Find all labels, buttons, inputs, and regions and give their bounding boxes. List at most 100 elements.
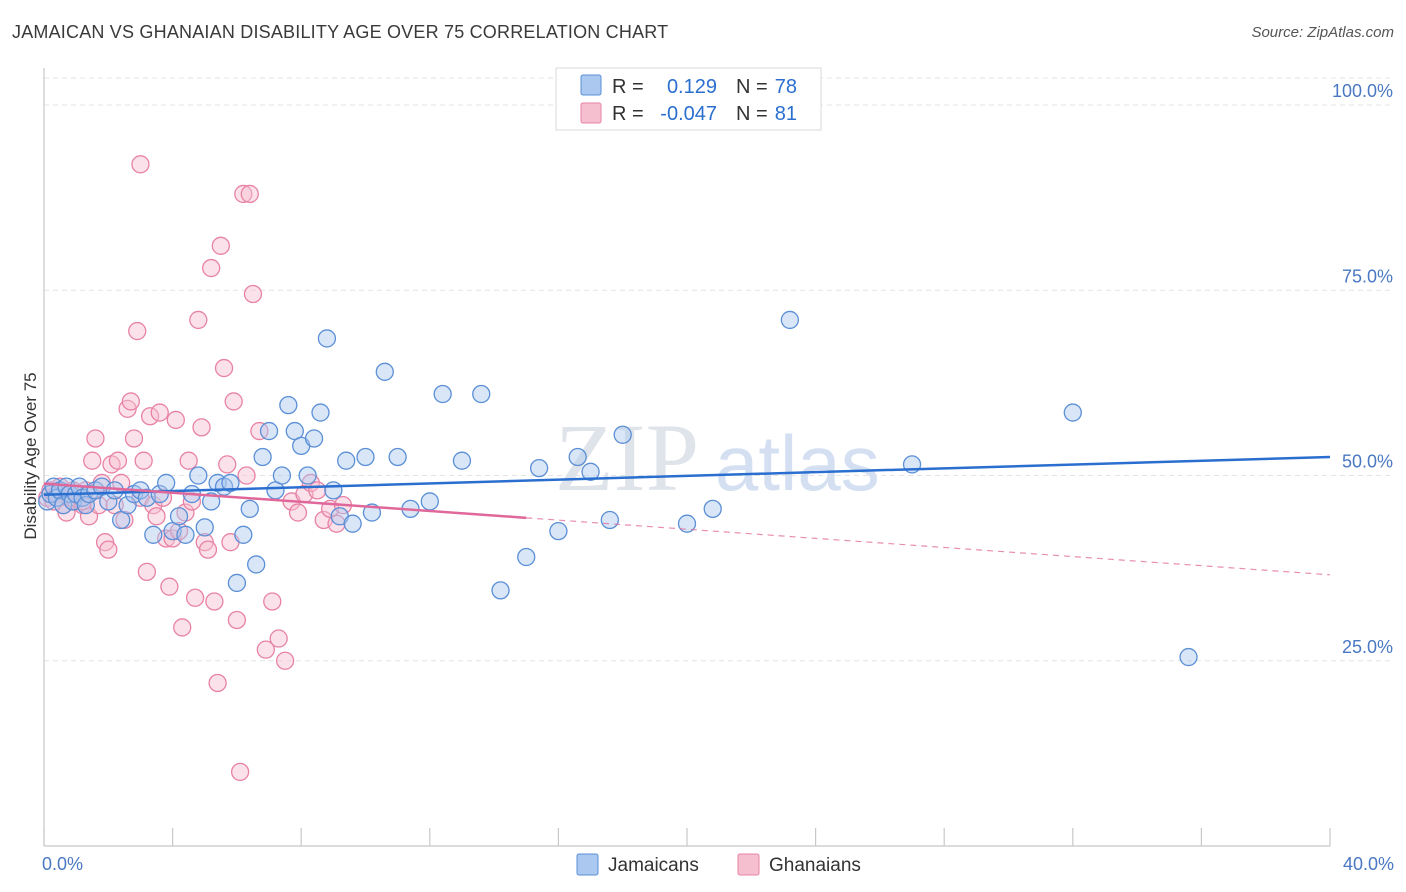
ghanaians-point: [205, 592, 224, 611]
watermark-zip: ZIP: [555, 404, 699, 511]
ghanaians-point: [202, 258, 221, 278]
legend-r-value-1: 0.129: [667, 76, 717, 98]
y-tick-label: 50.0%: [1342, 452, 1393, 472]
jamaicans-trend-line: [43, 455, 1331, 497]
jamaicans-point: [420, 492, 439, 511]
ghanaians-point: [198, 540, 218, 559]
ghanaians-point: [147, 507, 166, 526]
watermark-atlas: atlas: [715, 419, 880, 507]
ghanaians-point: [237, 466, 256, 485]
legend-n-label-1: N =: [736, 76, 768, 98]
grid-lines: [44, 77, 1392, 662]
ghanaians-point: [121, 392, 140, 411]
ghanaians-point: [185, 588, 205, 607]
jamaicans-point: [549, 521, 568, 541]
jamaicans-point: [581, 462, 600, 481]
ghanaians-point: [308, 481, 327, 500]
ghanaians-point: [179, 451, 198, 470]
ghanaians-point: [218, 455, 237, 474]
ghanaians-point: [83, 451, 102, 470]
series-legend-swatch-ghanaians: [737, 853, 760, 876]
ghanaians-point: [227, 610, 247, 630]
chart-title: JAMAICAN VS GHANAIAN DISABILITY AGE OVER…: [12, 22, 669, 42]
jamaicans-point: [279, 395, 298, 415]
legend-r-label-1: R =: [612, 76, 644, 98]
jamaicans-point: [76, 496, 95, 515]
legend-swatch-ghanaians: [580, 102, 602, 124]
y-tick-labels: 25.0% 50.0% 75.0% 100.0%: [1332, 81, 1393, 657]
jamaicans-point: [176, 525, 195, 544]
y-tick-label: 25.0%: [1342, 637, 1393, 657]
jamaicans-point: [118, 496, 137, 515]
legend-r-label-2: R =: [612, 103, 644, 125]
y-axis-label: Disability Age Over 75: [21, 372, 40, 539]
ghanaians-point: [211, 236, 230, 255]
ghanaians-point: [137, 562, 157, 581]
ghanaians-point: [140, 407, 160, 426]
ghanaians-point: [124, 429, 144, 448]
correlation-legend: R = 0.129 N = 78 R = -0.047 N = 81: [555, 67, 822, 131]
y-tick-label: 100.0%: [1332, 81, 1393, 101]
jamaicans-point: [202, 492, 221, 511]
jamaicans-point: [1179, 647, 1198, 667]
jamaicans-point: [304, 429, 324, 448]
jamaicans-point: [568, 447, 587, 467]
jamaicans-point: [221, 473, 240, 493]
jamaicans-point: [311, 403, 330, 422]
ghanaians-point: [173, 618, 192, 637]
jamaicans-point: [452, 451, 472, 470]
legend-n-label-2: N =: [736, 103, 768, 125]
series-legend-label-jamaicans: Jamaicans: [608, 855, 699, 876]
jamaicans-point: [240, 499, 259, 519]
jamaicans-points: [38, 310, 1198, 667]
jamaicans-point: [157, 473, 176, 493]
ghanaians-point: [214, 358, 234, 378]
jamaicans-point: [375, 362, 394, 381]
jamaicans-point: [317, 329, 337, 348]
ghanaians-point: [131, 155, 150, 174]
ghanaians-point: [166, 410, 185, 430]
jamaicans-point: [253, 447, 272, 467]
jamaicans-point: [189, 466, 208, 485]
ghanaians-point: [144, 496, 163, 515]
ghanaians-point: [160, 577, 179, 596]
jamaicans-point: [259, 421, 279, 441]
trend-lines: [43, 455, 1331, 576]
ghanaians-point: [189, 310, 208, 330]
jamaicans-point: [54, 496, 73, 515]
ghanaians-point: [234, 184, 253, 204]
series-legend: Jamaicans Ghanaians: [576, 853, 861, 876]
jamaicans-point: [433, 384, 452, 404]
ghanaians-point: [192, 418, 211, 437]
jamaicans-point: [517, 547, 536, 567]
source-credit: Source: ZipAtlas.com: [1251, 24, 1394, 41]
ghanaians-point: [134, 451, 153, 470]
ghanaians-point: [256, 640, 275, 659]
jamaicans-point: [234, 525, 253, 544]
ghanaians-trend-line: [43, 482, 527, 520]
series-legend-swatch-jamaicans: [576, 853, 599, 876]
ghanaians-point: [230, 762, 250, 782]
jamaicans-point: [272, 466, 292, 485]
ghanaians-trend-extension: [526, 517, 1331, 576]
jamaicans-point: [298, 466, 317, 485]
jamaicans-point: [247, 555, 266, 574]
jamaicans-point: [677, 514, 697, 533]
jamaicans-point: [343, 514, 362, 533]
ghanaians-point: [150, 403, 169, 422]
jamaicans-point: [1063, 403, 1082, 422]
jamaicans-point: [529, 458, 549, 478]
jamaicans-point: [356, 447, 375, 467]
x-tick-label-max: 40.0%: [1343, 854, 1394, 874]
series-legend-label-ghanaians: Ghanaians: [769, 855, 861, 876]
y-tick-label: 75.0%: [1342, 266, 1393, 286]
legend-r-value-2: -0.047: [660, 103, 717, 125]
legend-n-value-2: 81: [775, 103, 797, 125]
jamaicans-point: [195, 518, 214, 537]
jamaicans-point: [337, 451, 356, 470]
ghanaians-point: [263, 592, 282, 611]
ghanaians-point: [288, 503, 308, 522]
ghanaians-point: [99, 540, 118, 559]
jamaicans-point: [613, 425, 632, 444]
ghanaians-point: [243, 284, 263, 304]
